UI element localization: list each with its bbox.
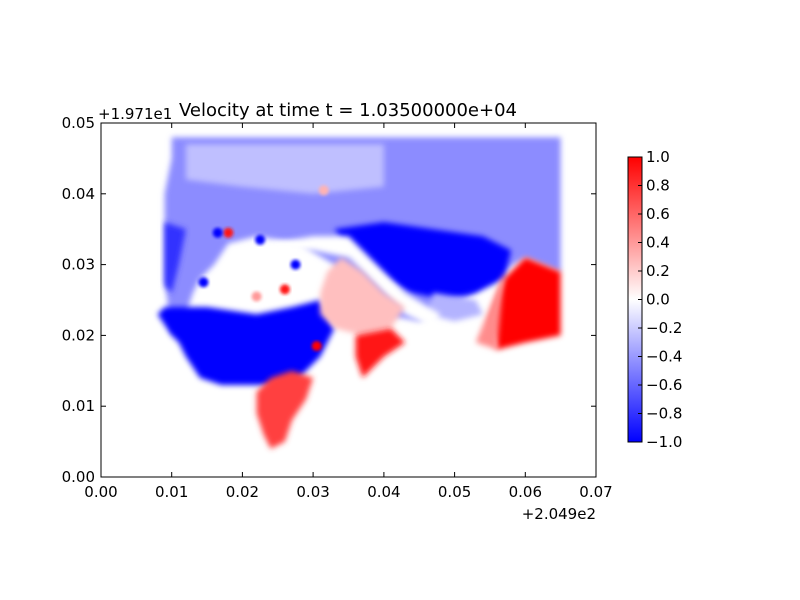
- region-southern-channel: [256, 370, 314, 449]
- colorbar-tick-label: −0.8: [646, 405, 682, 423]
- velocity-field: [157, 137, 561, 449]
- y-tick-label: 0.05: [62, 114, 95, 132]
- colorbar-tick-label: 0.6: [646, 205, 670, 223]
- hotspot-1: [318, 185, 329, 196]
- x-tick-label: 0.01: [155, 483, 188, 501]
- y-tick-label: 0.04: [62, 185, 95, 203]
- x-offset-text: +2.049e2: [522, 505, 596, 523]
- colorbar-tick-label: −1.0: [646, 433, 682, 451]
- region-north-shelf: [185, 144, 384, 194]
- plot-frame: [100, 122, 597, 478]
- hotspot-0: [223, 227, 234, 238]
- region-upper-right-basin: [334, 222, 512, 300]
- y-tick-label: 0.01: [62, 397, 95, 415]
- hotspot-7: [255, 234, 266, 245]
- colorbar-tick-label: −0.2: [646, 319, 682, 337]
- velocity-hotspots: [198, 185, 329, 351]
- region-left-lobe: [164, 222, 186, 293]
- hotspot-8: [198, 277, 209, 288]
- colorbar-tick-label: 0.2: [646, 262, 670, 280]
- x-tick-label: 0.00: [84, 483, 117, 501]
- colorbar-tick-label: −0.6: [646, 376, 682, 394]
- colorbar-tick-label: 1.0: [646, 148, 670, 166]
- colorbar-tick-label: 0.4: [646, 234, 670, 252]
- hotspot-3: [311, 341, 322, 351]
- region-lower-basin: [157, 300, 335, 385]
- colorbar: 1.0 0.8 0.6 0.4 0.2 0.0 −0.2 −0.4 −0.6 −0.8 −1.0: [627, 148, 682, 451]
- hotspot-6: [290, 259, 301, 270]
- region-estuary-channel: [355, 328, 406, 378]
- colorbar-tick-label: 0.8: [646, 177, 670, 195]
- hotspot-4: [251, 291, 262, 302]
- colorbar-ticks: 1.0 0.8 0.6 0.4 0.2 0.0 −0.2 −0.4 −0.6 −0.8 −1.0: [638, 148, 682, 451]
- x-tick-label: 0.05: [438, 483, 471, 501]
- x-tick-label: 0.03: [296, 483, 329, 501]
- y-offset-text: +1.971e1: [98, 105, 172, 123]
- x-tick-label: 0.04: [367, 483, 400, 501]
- y-tick-label: 0.02: [62, 326, 95, 344]
- region-east-inlet: [489, 257, 561, 350]
- y-tick-label: 0.03: [62, 256, 95, 274]
- region-east-inlet-fringe: [475, 271, 505, 350]
- chart-title: Velocity at time t = 1.03500000e+04: [179, 100, 517, 121]
- y-axis: 0.00 0.01 0.02 0.03 0.04 0.05: [62, 114, 596, 486]
- region-central-estuary: [320, 257, 406, 336]
- x-tick-label: 0.06: [509, 483, 542, 501]
- x-axis: 0.00 0.01 0.02 0.03 0.04 0.05 0.06 0.07: [84, 123, 613, 501]
- hotspot-2: [279, 284, 290, 295]
- colorbar-tick-label: −0.4: [646, 348, 682, 366]
- plot-area: [157, 137, 561, 449]
- x-tick-label: 0.07: [579, 483, 612, 501]
- y-tick-label: 0.00: [62, 468, 95, 486]
- colorbar-tick-label: 0.0: [646, 291, 670, 309]
- region-right-shore: [426, 292, 483, 322]
- hotspot-5: [212, 227, 223, 238]
- x-tick-label: 0.02: [226, 483, 259, 501]
